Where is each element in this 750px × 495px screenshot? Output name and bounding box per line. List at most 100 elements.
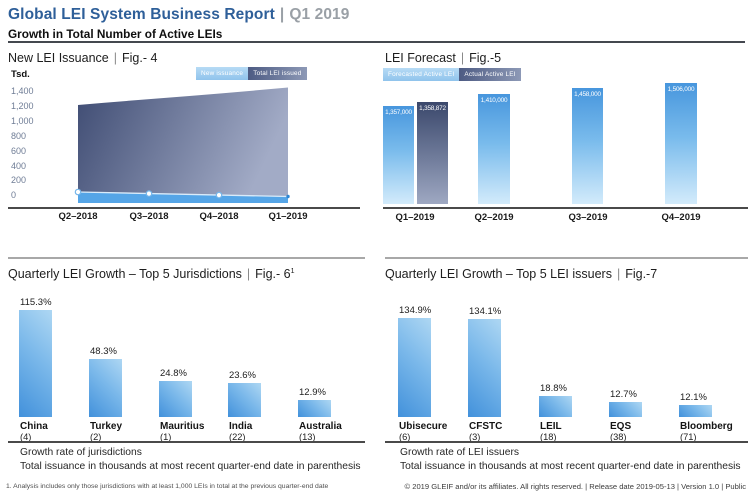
fig7-bar-value: 18.8% [540, 383, 567, 394]
report-title-line: Global LEI System Business Report | Q1 201… [8, 6, 349, 24]
fig5-bar-value: 1,458,000 [574, 90, 601, 98]
fig7-bar-value: 134.9% [399, 305, 432, 316]
fig6-title-separator: | [246, 267, 251, 281]
copyright-footer: © 2019 GLEIF and/or its affiliates. All … [404, 482, 746, 491]
fig4-legend: New issuance Total LEI issued [196, 67, 307, 80]
fig5-bar-value: 1,358,872 [419, 104, 446, 112]
report-period: Q1 2019 [289, 6, 350, 23]
fig4-x-axis [8, 207, 360, 209]
fig6-category-name: Australia [299, 421, 342, 432]
header-divider [8, 41, 745, 43]
fig6-fig-label: Fig.- 6 [255, 267, 291, 281]
fig5-title-text: LEI Forecast [385, 51, 456, 65]
fig5-bar-Q2–2019 [478, 94, 510, 204]
fig6-bar-value: 48.3% [90, 346, 117, 357]
fig7-category-name: Ubisecure [399, 421, 448, 432]
fig6-category-name: China [20, 421, 48, 432]
fig6-title: Quarterly LEI Growth – Top 5 Jurisdictio… [8, 267, 295, 281]
fig6-x-axis [8, 441, 365, 443]
fig7-bar-EQS [609, 402, 642, 417]
fig7-note-issuance: Total issuance in thousands at most rece… [400, 461, 741, 472]
fig6-category-sublabel: (1) [160, 432, 172, 442]
fig5-fig-label: Fig.-5 [469, 51, 502, 65]
fig5-bar-value: 1,506,000 [667, 85, 695, 93]
fig7-fig-label: Fig.-7 [625, 267, 658, 281]
fig7-title: Quarterly LEI Growth – Top 5 LEI issuers… [385, 267, 657, 281]
right-column-divider [385, 257, 748, 259]
fig4-marker-q4-2018 [215, 191, 223, 199]
fig7-bar-value: 12.7% [610, 389, 637, 400]
fig6-category-name: India [229, 421, 253, 432]
fig4-unit-label: Tsd. [11, 69, 30, 80]
fig7-category-name: LEIL [540, 421, 562, 432]
fig6-bar-Australia [298, 400, 331, 417]
fig4-y-tick: 0 [11, 190, 17, 201]
fig5-bar-value: 1,357,000 [385, 108, 412, 116]
fig7-category-sublabel: (38) [610, 432, 627, 442]
fig7-category-name: EQS [610, 421, 632, 432]
fig7-bar-Ubisecure [398, 318, 431, 417]
fig6-category-sublabel: (2) [90, 432, 102, 442]
fig6-title-text: Quarterly LEI Growth – Top 5 Jurisdictio… [8, 267, 242, 281]
fig4-total-lei-area [78, 87, 288, 197]
fig7-bar-value: 12.1% [680, 392, 707, 403]
fig5-x-axis [383, 207, 748, 209]
fig7-category-name: Bloomberg [680, 421, 733, 432]
fig4-x-label: Q2–2018 [58, 211, 98, 222]
fig6-category-name: Turkey [90, 421, 123, 432]
fig6-category-sublabel: (4) [20, 432, 32, 442]
fig7-category-sublabel: (3) [469, 432, 481, 442]
fig5-x-label: Q3–2019 [568, 212, 608, 223]
fig7-category-sublabel: (71) [680, 432, 697, 442]
fig5-bar-Q1–2019 [383, 106, 414, 204]
footnote: 1. Analysis includes only those jurisdic… [6, 483, 329, 490]
fig5-x-label: Q4–2019 [661, 212, 701, 223]
fig7-bar-Bloomberg [679, 405, 712, 417]
fig7-x-axis [385, 441, 748, 443]
fig6-category-name: Mauritius [160, 421, 205, 432]
fig5-title: LEI Forecast | Fig.-5 [385, 51, 501, 65]
fig4-title-text: New LEI Issuance [8, 51, 109, 65]
fig4-y-tick: 1,000 [11, 115, 34, 126]
fig7-bar-LEIL [539, 396, 572, 417]
left-column-divider [8, 257, 365, 259]
fig4-title: New LEI Issuance | Fig.- 4 [8, 51, 157, 65]
fig5-title-separator: | [460, 51, 465, 65]
fig7-category-name: CFSTC [469, 421, 503, 432]
fig6-bar-Mauritius [159, 381, 192, 417]
fig4-new-issuance-area [78, 192, 288, 203]
fig4-title-separator: | [113, 51, 117, 65]
fig4-y-tick: 800 [11, 130, 27, 141]
fig6-bar-value: 115.3% [20, 297, 52, 308]
fig4-marker-q1-2019 [286, 194, 290, 199]
fig6-category-sublabel: (22) [229, 432, 246, 442]
fig4-x-label: Q4–2018 [199, 211, 239, 222]
report-title: Global LEI System Business Report [8, 6, 275, 23]
legend-forecasted-active-lei: Forecasted Active LEI [383, 68, 460, 81]
legend-total-lei-issued: Total LEI issued [248, 67, 307, 80]
report-subtitle: Growth in Total Number of Active LEIs [8, 27, 223, 41]
fig6-footnote-marker: 1 [290, 267, 295, 275]
fig7-title-separator: | [616, 267, 621, 281]
fig4-y-tick: 600 [11, 145, 27, 156]
fig6-bar-value: 24.8% [160, 368, 187, 379]
fig6-note-issuance: Total issuance in thousands at most rece… [20, 461, 361, 472]
fig6-bar-value: 12.9% [299, 387, 326, 398]
fig4-y-tick: 400 [11, 160, 27, 171]
fig6-bar-value: 23.6% [229, 370, 256, 381]
title-separator: | [279, 6, 285, 23]
fig4-marker-q2-2018 [74, 188, 82, 196]
fig5-legend: Forecasted Active LEI Actual Active LEI [383, 68, 521, 81]
fig4-x-label: Q1–2019 [268, 211, 308, 222]
legend-new-issuance: New issuance [196, 67, 249, 80]
fig5-bar-Q4–2019 [665, 83, 697, 204]
fig7-bar-CFSTC [468, 319, 501, 417]
fig4-y-tick: 1,400 [11, 86, 34, 96]
fig6-bar-China [19, 310, 52, 417]
fig4-marker-q3-2018 [145, 190, 153, 197]
fig5-x-label: Q1–2019 [395, 212, 435, 223]
fig7-title-text: Quarterly LEI Growth – Top 5 LEI issuers [385, 267, 612, 281]
fig4-y-tick: 200 [11, 175, 27, 186]
fig6-bar-Turkey [89, 359, 122, 417]
